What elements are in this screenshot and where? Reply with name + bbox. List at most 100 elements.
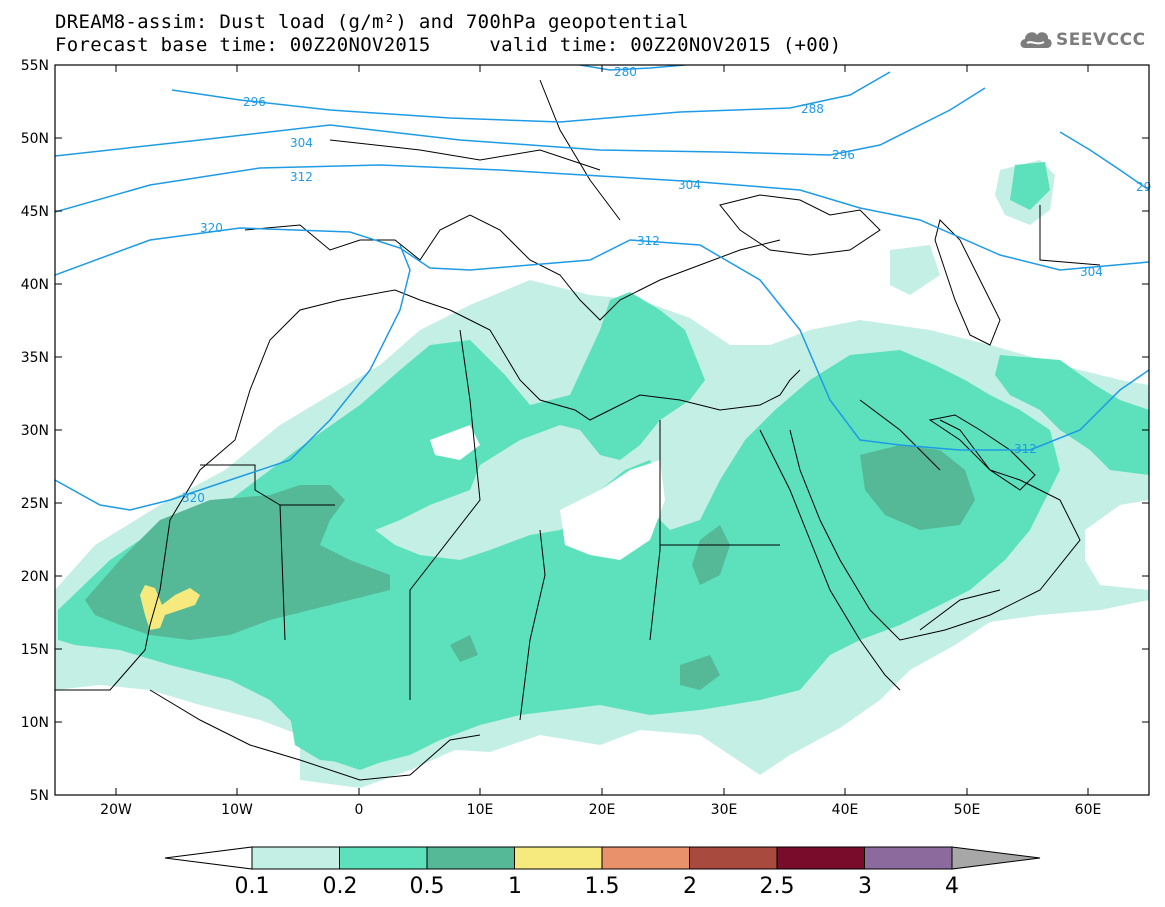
lon-label: 20W	[100, 802, 132, 818]
lon-label: 0	[355, 802, 364, 818]
colorbar-low-arrow	[164, 846, 253, 870]
lon-label: 50E	[954, 802, 981, 818]
cloud-logo-icon	[1020, 32, 1052, 48]
dust-region-0.5	[860, 445, 975, 530]
contour-label: 320	[200, 221, 223, 235]
lat-label: 45N	[21, 204, 49, 220]
border-line	[919, 589, 1001, 631]
colorbar-segment	[514, 846, 603, 870]
contour-312	[55, 227, 1149, 451]
contour-label: 312	[290, 170, 313, 184]
colorbar-segment	[689, 846, 778, 870]
colorbar-segment	[339, 846, 428, 870]
contour-label: 312	[637, 234, 660, 248]
logo-text: SEEVCCC	[1056, 30, 1146, 50]
dust-region-0.5	[85, 485, 390, 640]
contour-label: 296	[832, 148, 855, 162]
contour-304	[55, 164, 1149, 271]
dust-region-1	[140, 585, 200, 630]
colorbar-high-arrow	[951, 846, 1041, 870]
contour-labels: 280 296 288 304 296 312 304 312 320 304 …	[182, 65, 1151, 505]
lat-label: 30N	[21, 423, 49, 439]
colorbar-segment	[601, 846, 690, 870]
lat-label: 55N	[21, 58, 49, 74]
coastline-black-sea	[719, 194, 881, 256]
border-line	[409, 329, 481, 700]
lon-label: 40E	[832, 802, 859, 818]
contour-280	[579, 65, 686, 71]
dust-region-0.5	[692, 525, 730, 585]
contour-label: 312	[1014, 442, 1037, 456]
colorbar-segment	[776, 846, 865, 870]
border-line	[519, 529, 546, 721]
lon-label: 20E	[589, 802, 616, 818]
colorbar-tick-label: 2.5	[760, 874, 795, 899]
lat-label: 35N	[21, 350, 49, 366]
contour-label: 304	[678, 178, 701, 192]
dust-region-0.2	[290, 705, 440, 765]
map-title: DREAM8-assim: Dust load (g/m²) and 700hP…	[55, 11, 689, 33]
colorbar-tick-label: 1	[508, 874, 522, 899]
contour-label: 304	[1080, 265, 1103, 279]
lon-labels: 20W 10W 0 10E 20E 30E 40E 50E 60E	[100, 802, 1101, 818]
contour-label: 288	[801, 102, 824, 116]
border-line	[329, 139, 601, 171]
dust-region-0.1	[890, 245, 940, 295]
colorbar-tick-label: 0.2	[323, 874, 358, 899]
lat-label: 25N	[21, 496, 49, 512]
dust-region-0.5	[680, 655, 720, 690]
contour-label: 304	[290, 136, 313, 150]
lat-label: 10N	[21, 715, 49, 731]
border-line	[200, 464, 335, 506]
map-subtitle: Forecast base time: 00Z20NOV2015 valid t…	[55, 34, 842, 56]
lat-label: 50N	[21, 131, 49, 147]
lat-label: 20N	[21, 569, 49, 585]
colorbar-segment	[864, 846, 953, 870]
colorbar	[164, 846, 1041, 870]
contour-label: 296	[243, 95, 266, 109]
colorbar-tick-label: 0.5	[410, 874, 445, 899]
lon-label: 10W	[221, 802, 253, 818]
colorbar-tick-label: 1.5	[585, 874, 620, 899]
border-line	[279, 504, 286, 641]
contour-296	[55, 87, 986, 157]
coastlines-and-borders	[55, 79, 1101, 781]
colorbar-segment	[251, 846, 340, 870]
colorbar-tick-label: 0.1	[235, 874, 270, 899]
contour-label: 320	[182, 491, 205, 505]
coastline-west-africa-south	[149, 689, 481, 781]
coastline-caspian	[934, 219, 1001, 346]
lat-label: 40N	[21, 277, 49, 293]
border-line	[1039, 205, 1101, 266]
dust-region-0.5	[450, 635, 478, 662]
colorbar-labels: 0.1 0.2 0.5 1 1.5 2 2.5 3 4	[235, 874, 960, 899]
contour-29x	[1059, 131, 1149, 191]
geopotential-contours	[55, 65, 1149, 511]
coastline-arabia	[789, 419, 1081, 641]
lat-labels: 55N 50N 45N 40N 35N 30N 25N 20N 15N 10N …	[21, 58, 49, 804]
dust-region-0.2	[1010, 162, 1050, 210]
contour-label: 280	[614, 65, 637, 79]
dust-free-area	[560, 460, 665, 560]
contour-320	[55, 244, 411, 511]
border-line	[539, 79, 621, 221]
lon-axis	[115, 65, 1089, 795]
coastline	[55, 289, 801, 691]
contour-label: 29	[1136, 180, 1151, 194]
colorbar-tick-label: 2	[683, 874, 697, 899]
coastline-red-sea	[759, 429, 901, 691]
dust-region-0.2	[995, 355, 1149, 475]
dust-free-area	[1085, 500, 1149, 590]
lat-label: 5N	[30, 788, 49, 804]
contour-288	[171, 71, 891, 123]
coastline-europe	[244, 214, 781, 321]
colorbar-segment	[426, 846, 515, 870]
colorbar-tick-label: 4	[945, 874, 959, 899]
lon-label: 30E	[711, 802, 738, 818]
lon-label: 10E	[467, 802, 494, 818]
seevccc-logo: SEEVCCC	[1018, 26, 1158, 56]
dust-free-area	[430, 425, 480, 460]
colorbar-tick-label: 3	[858, 874, 872, 899]
border-line	[649, 420, 661, 641]
